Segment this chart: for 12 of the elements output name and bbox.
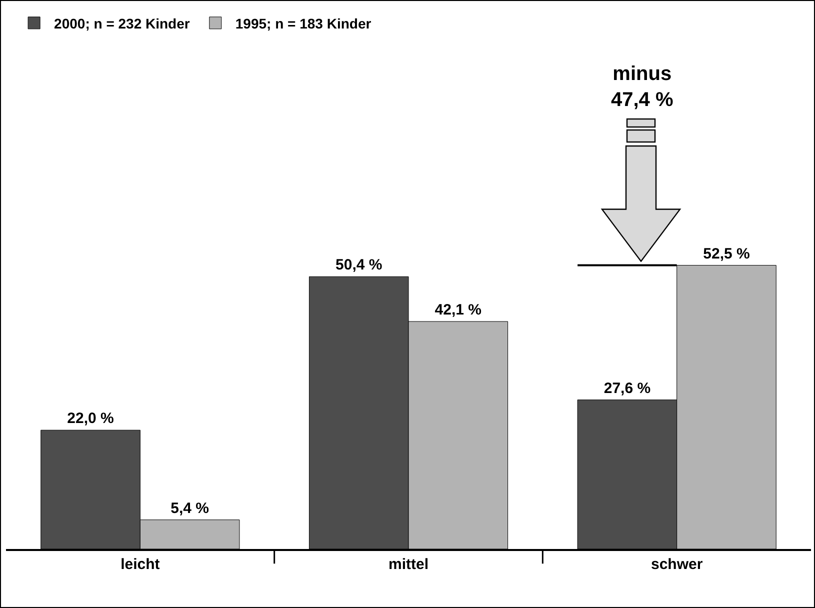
x-tick-label: mittel — [388, 556, 429, 573]
x-tick-label: schwer — [650, 556, 703, 573]
data-label: 27,6 % — [604, 380, 651, 397]
data-label: 22,0 % — [67, 410, 114, 428]
data-label: 50,4 % — [336, 256, 382, 274]
legend-label: 2000; n = 232 Kinder — [54, 15, 190, 32]
legend-label: 1995; n = 183 Kinder — [235, 15, 372, 32]
data-label: 52,5 % — [703, 245, 750, 262]
data-label: 42,1 % — [434, 301, 482, 318]
data-label: 5,4 % — [170, 500, 209, 517]
text: minus 47,4 % — [611, 63, 674, 111]
x-tick-label: leicht — [120, 556, 160, 573]
